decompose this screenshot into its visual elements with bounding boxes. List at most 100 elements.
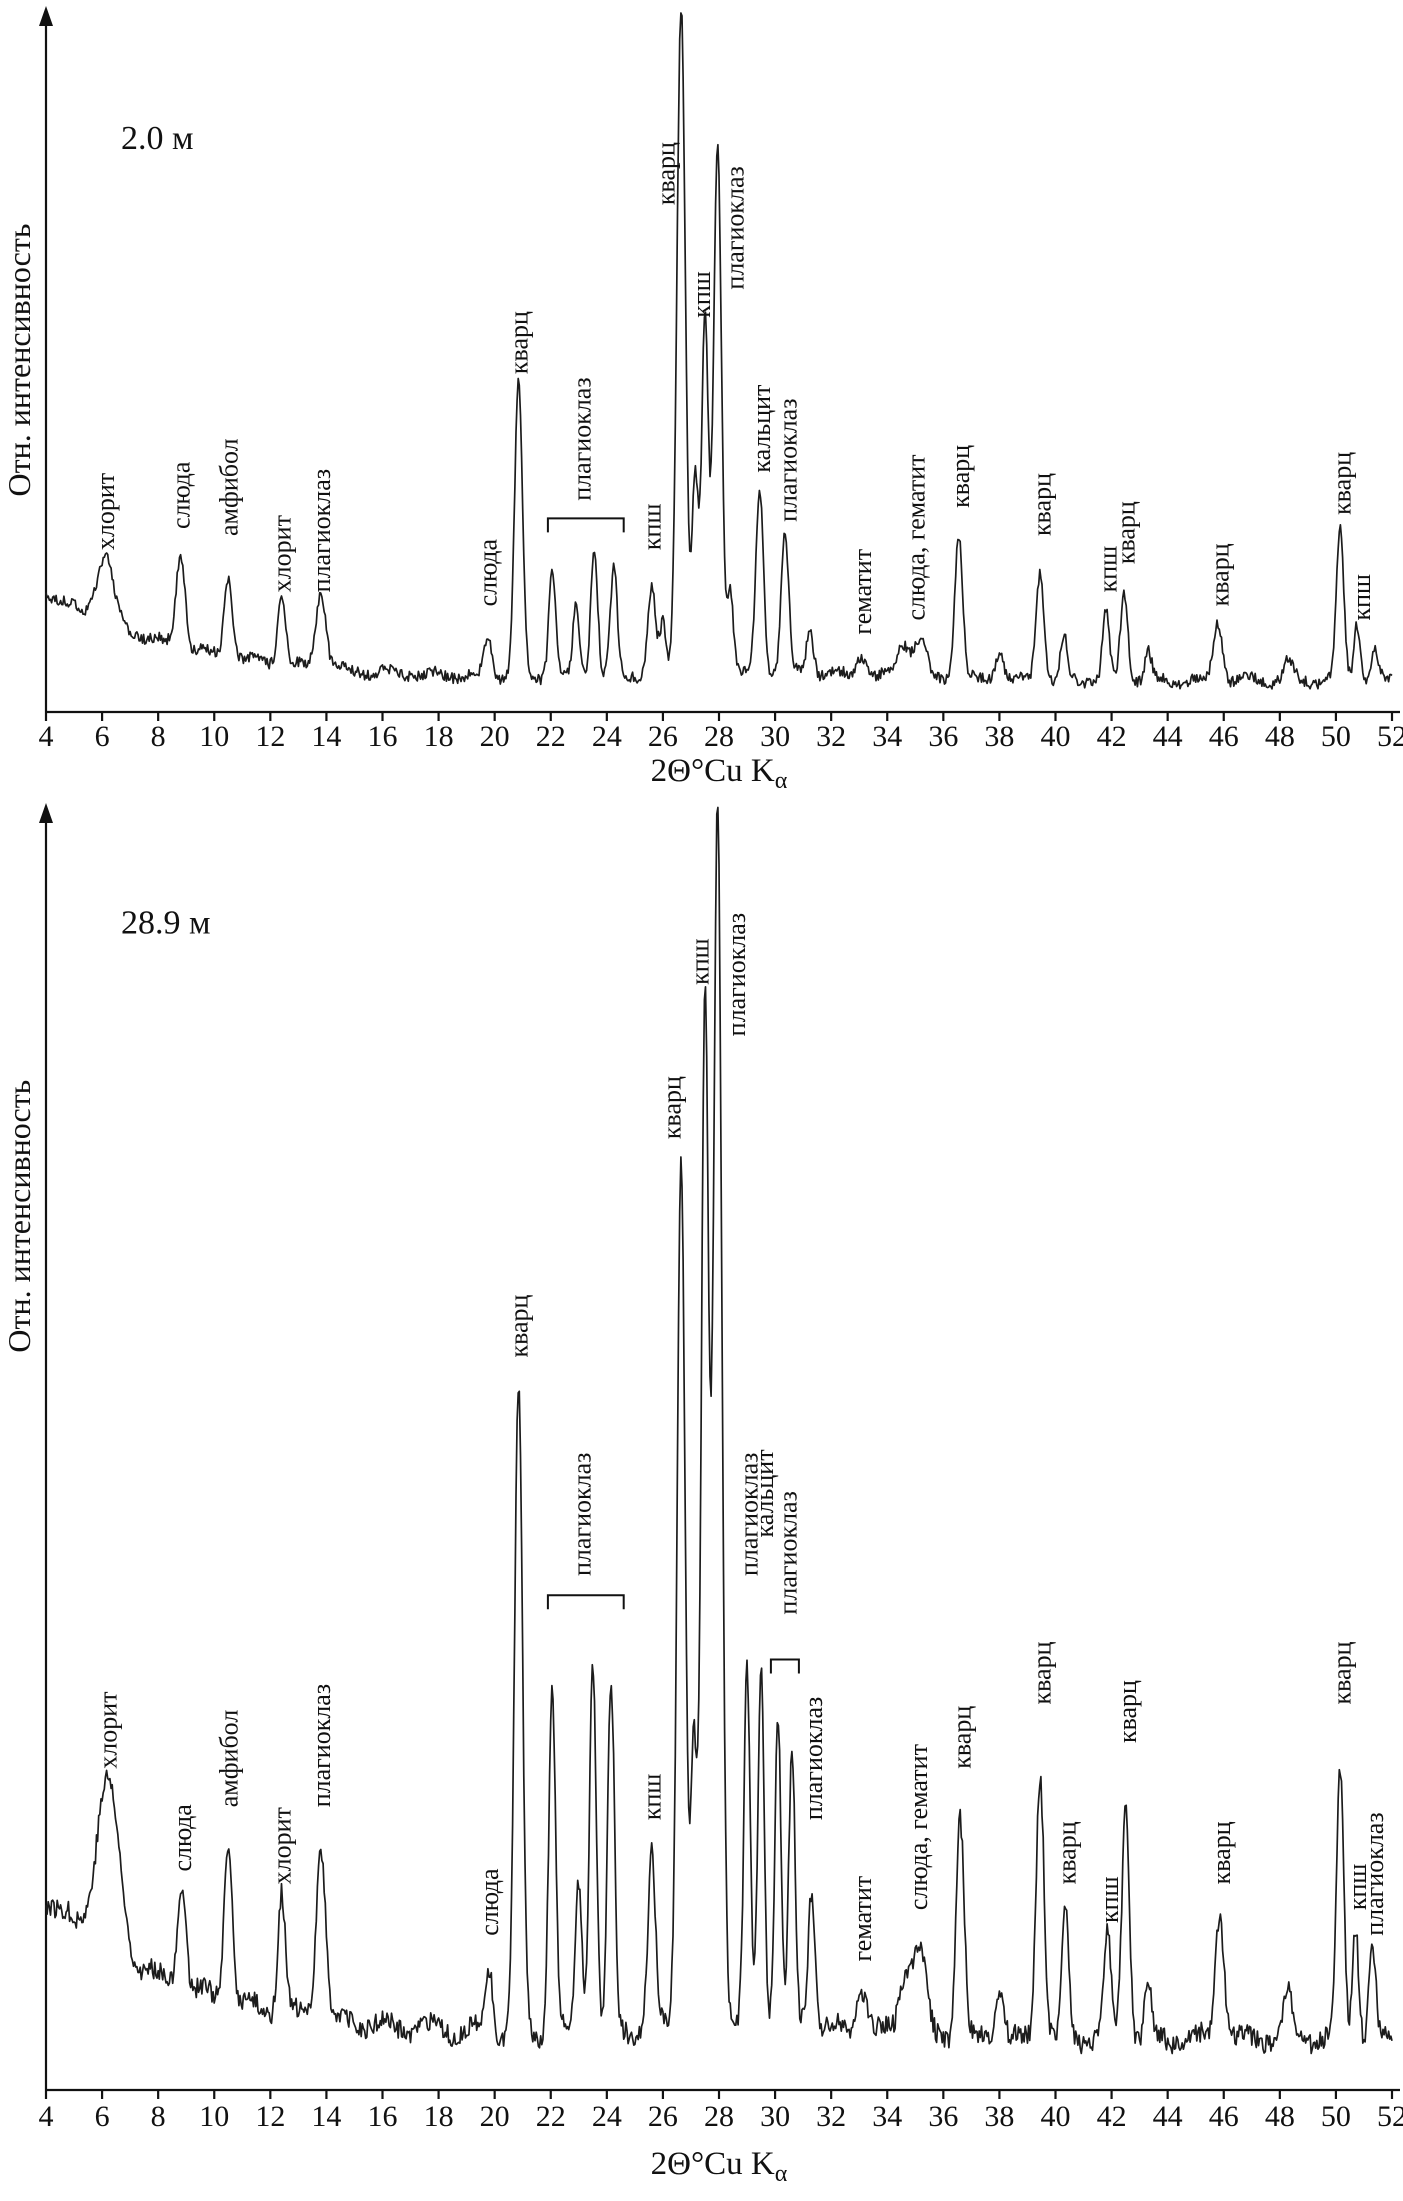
peak-label: кпш: [685, 938, 714, 985]
peak-label: кварц: [946, 445, 975, 508]
peak-label: кпш: [1347, 574, 1376, 621]
x-tick-label: 14: [311, 2100, 341, 2133]
peak-group-bracket: [546, 1594, 625, 1610]
x-tick-label: 18: [424, 720, 454, 753]
x-tick-label: 8: [151, 2100, 166, 2133]
x-tick-label: 16: [368, 2100, 398, 2133]
x-tick-label: 6: [95, 2100, 110, 2133]
xrd-trace: [45, 806, 1393, 2055]
x-tick-label: 22: [536, 2100, 566, 2133]
x-tick-label: 50: [1321, 2100, 1351, 2133]
x-axis-title: 2Θ°Cu Kα: [651, 753, 788, 790]
x-tick-label: 16: [368, 720, 398, 753]
peak-label: слюда: [474, 539, 503, 607]
x-tick-label: 46: [1209, 2100, 1239, 2133]
peak-label: кпш: [638, 1774, 667, 1821]
y-axis-title: Отн. интенсивность: [1, 1080, 37, 1353]
x-tick-label: 48: [1265, 720, 1295, 753]
x-tick-label: 42: [1097, 2100, 1127, 2133]
peak-label: кварц: [657, 1076, 686, 1139]
x-tick-label: 30: [760, 720, 790, 753]
x-tick-label: 34: [872, 2100, 902, 2133]
peak-label: хлорит: [91, 473, 120, 550]
peak-label: кпш: [638, 504, 667, 551]
x-tick-label: 28: [704, 2100, 734, 2133]
x-tick-label: 4: [39, 720, 54, 753]
xrd-panel-top: 4 6 8 10 12 14 16 18 20 22 24 26 28 30 32 34 36 38 40 42 44 4…: [1, 6, 1403, 790]
x-tick-label: 50: [1321, 720, 1351, 753]
peak-label: плагиоклаз: [568, 1453, 597, 1576]
x-tick-label: 40: [1041, 2100, 1071, 2133]
x-tick-label: 4: [39, 2100, 54, 2133]
x-tick-label: 32: [816, 2100, 846, 2133]
peak-label: кальцит: [750, 1449, 779, 1537]
peak-label: кварц: [652, 142, 681, 205]
x-tick-label: 48: [1265, 2100, 1295, 2133]
peak-label: хлорит: [268, 515, 297, 592]
peak-label: хлорит: [94, 1691, 123, 1768]
x-axis-title: 2Θ°Cu Kα: [651, 2146, 788, 2187]
x-tick-label: 46: [1209, 720, 1239, 753]
peak-group-bracket: [769, 1658, 800, 1674]
xrd-trace: [45, 12, 1393, 690]
peak-label: плагиоклаз: [734, 1453, 763, 1576]
peak-label: слюда, гематит: [904, 1744, 933, 1910]
peak-label: кварц: [505, 1294, 534, 1357]
x-tick-label: 52: [1377, 2100, 1403, 2133]
peak-label: слюда: [168, 1804, 197, 1872]
sample-depth-label: 28.9 м: [121, 905, 211, 942]
peak-label: кварц: [1113, 1680, 1142, 1743]
peak-label: кварц: [1053, 1821, 1082, 1884]
x-tick-label: 38: [984, 720, 1014, 753]
peak-label: кпш: [1095, 1876, 1124, 1923]
peak-label: плагиоклаз: [720, 166, 749, 289]
sample-depth-label: 2.0 м: [121, 120, 194, 157]
x-tick-label: 10: [199, 2100, 229, 2133]
x-tick-label: 36: [928, 2100, 958, 2133]
peak-label: амфибол: [214, 438, 243, 536]
peak-label: амфибол: [214, 1710, 243, 1808]
peak-label: плагиоклаз: [799, 1697, 828, 1820]
x-tick-label: 26: [648, 2100, 678, 2133]
x-tick-label: 8: [151, 720, 166, 753]
x-tick-label: 44: [1153, 720, 1183, 753]
x-tick-label: 12: [255, 720, 285, 753]
peak-label: кварц: [1112, 501, 1141, 564]
peak-label: кварц: [948, 1706, 977, 1769]
peak-label: слюда, гематит: [901, 454, 930, 620]
x-tick-label: 30: [760, 2100, 790, 2133]
peak-label: плагиоклаз: [1360, 1812, 1389, 1935]
x-tick-label: 26: [648, 720, 678, 753]
x-tick-label: 24: [592, 720, 622, 753]
x-tick-label: 22: [536, 720, 566, 753]
peak-label: хлорит: [268, 1807, 297, 1884]
y-axis-arrow-icon: [39, 6, 53, 26]
peak-label: плагиоклаз: [774, 1491, 803, 1614]
peak-label: кварц: [1328, 1641, 1357, 1704]
xrd-panel-bottom: 4 6 8 10 12 14 16 18 20 22 24 26 28 30 32 34 36 38 40 42 44 4…: [1, 803, 1403, 2187]
peak-label: плагиоклаз: [307, 469, 336, 592]
peak-label: кпш: [1343, 1864, 1372, 1911]
x-tick-label: 38: [984, 2100, 1014, 2133]
peak-label: кварц: [1027, 473, 1056, 536]
x-tick-label: 28: [704, 720, 734, 753]
x-tick-label: 40: [1041, 720, 1071, 753]
peak-label: слюда: [475, 1868, 504, 1936]
peak-label: кпш: [1093, 546, 1122, 593]
peak-group-bracket: [546, 517, 625, 533]
x-tick-label: 34: [872, 720, 902, 753]
x-tick-label: 44: [1153, 2100, 1183, 2133]
x-tick-label: 14: [311, 720, 341, 753]
peak-label: гематит: [848, 1876, 877, 1962]
peak-label: кварц: [1027, 1641, 1056, 1704]
peak-label: гематит: [848, 549, 877, 635]
peak-label: кварц: [1206, 543, 1235, 606]
x-tick-label: 10: [199, 720, 229, 753]
peak-label: плагиоклаз: [307, 1684, 336, 1807]
x-tick-label: 18: [424, 2100, 454, 2133]
x-tick-label: 6: [95, 720, 110, 753]
x-tick-label: 42: [1097, 720, 1127, 753]
peak-label: кальцит: [747, 385, 776, 473]
peak-label: кварц: [1207, 1821, 1236, 1884]
